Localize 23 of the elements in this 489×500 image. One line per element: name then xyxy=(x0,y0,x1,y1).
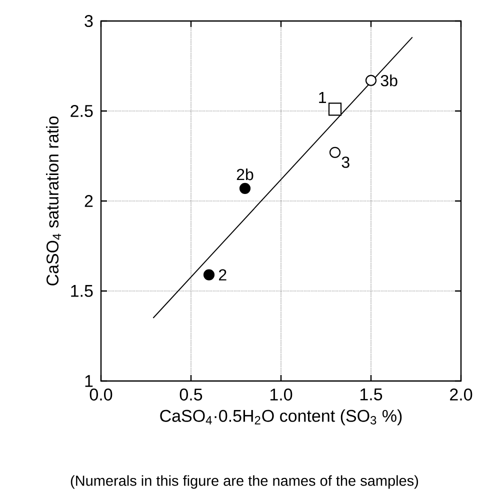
annotation: 2b xyxy=(236,168,254,180)
x-tick-label: 1.0 xyxy=(270,388,292,401)
point xyxy=(239,182,251,194)
point xyxy=(365,74,377,86)
y-tick-label: 3 xyxy=(84,14,93,28)
y-tick-label: 1 xyxy=(85,375,93,387)
annotation: 3 xyxy=(342,156,350,168)
x-tick-label: 2.0 xyxy=(450,388,472,401)
y-axis-title: CaSO$_{4}$ saturation ratio xyxy=(46,116,61,286)
point xyxy=(329,146,341,158)
y-tick-label: 2 xyxy=(84,195,93,207)
annotation: 2 xyxy=(218,269,226,280)
annotation: 1 xyxy=(319,92,326,103)
annotation: 3b xyxy=(380,74,398,86)
point xyxy=(203,269,215,280)
text: (Numerals in this figure are the names of the samples) xyxy=(70,475,418,489)
x-tick-label: 1.5 xyxy=(360,388,382,400)
y-tick-label: 2.5 xyxy=(70,104,93,118)
point xyxy=(328,102,342,116)
x-tick-label: 0.5 xyxy=(180,388,202,401)
y-tick-label: 1.5 xyxy=(71,285,93,297)
x-axis-title: CaSO$_{4}$·0.5H$_{2}$O content (SO$_{3}$ %) xyxy=(160,409,402,426)
x-tick-label: 0.0 xyxy=(90,388,112,401)
